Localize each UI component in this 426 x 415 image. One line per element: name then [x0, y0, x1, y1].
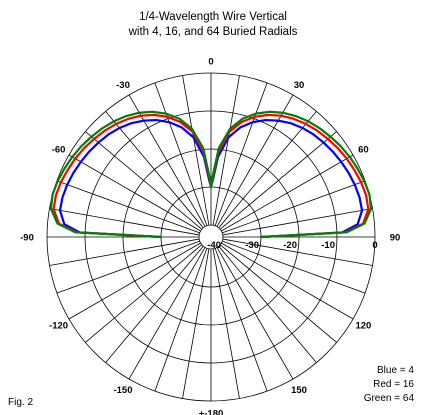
grid-spoke-210	[128, 247, 206, 380]
angle-label-m60: -60	[52, 145, 66, 156]
angle-label-120: 120	[355, 321, 371, 332]
grid-spoke-70	[222, 180, 366, 234]
radial-label-2: -20	[283, 240, 297, 251]
grid-spoke-30	[216, 94, 294, 227]
angle-label-m150: -150	[113, 385, 132, 396]
radial-label-4: -40	[207, 240, 221, 251]
grid-spoke-280	[49, 208, 200, 236]
grid-spoke-340	[154, 82, 208, 226]
grid-spoke-110	[222, 240, 366, 294]
grid-spoke-330	[128, 94, 206, 227]
angle-label-m120: -120	[49, 321, 68, 332]
grid-spoke-80	[222, 208, 373, 236]
grid-spoke-170	[212, 248, 240, 399]
grid-spoke-10	[212, 75, 240, 226]
grid-spoke-240	[68, 242, 201, 320]
grid-spoke-190	[182, 248, 210, 399]
grid-spoke-120	[221, 242, 354, 320]
radial-label-1: -10	[321, 240, 335, 251]
figure-label: Fig. 2	[8, 397, 33, 408]
legend-entry-blue: Blue = 4	[377, 365, 414, 376]
series-group	[49, 110, 373, 239]
angle-label-60: 60	[358, 145, 369, 156]
grid-spoke-140	[218, 245, 317, 363]
legend-entry-green: Green = 64	[364, 393, 415, 404]
series-1-lobe-left	[52, 113, 213, 239]
grid-spoke-50	[219, 131, 337, 230]
grid-spoke-150	[216, 247, 294, 380]
grid-spoke-60	[221, 154, 354, 232]
series-2-lobe-left	[49, 110, 213, 239]
grid-spoke-310	[85, 131, 203, 230]
grid-spoke-20	[214, 82, 268, 226]
grid-spoke-160	[214, 248, 268, 392]
grid-spoke-230	[85, 244, 203, 343]
series-1-lobe-right	[209, 113, 370, 239]
angle-label-90: 90	[390, 233, 401, 244]
angle-labels: 0 30 60 90 120 150 +-180 -150 -120 -90 -60 -30	[20, 57, 400, 415]
radial-label-3: -30	[245, 240, 259, 251]
radial-label-0: 0	[372, 240, 377, 251]
grid-spoke-40	[218, 111, 317, 229]
polar-grid	[46, 72, 376, 402]
legend-entry-red: Red = 16	[373, 379, 414, 390]
series-0-lobe-right	[209, 118, 364, 239]
angle-label-m90: -90	[20, 233, 34, 244]
chart-title-line-1: 1/4-Wavelength Wire Vertical	[139, 11, 287, 23]
series-2-lobe-right	[209, 110, 373, 239]
grid-spoke-300	[68, 154, 201, 232]
series-0-lobe-left	[58, 118, 213, 239]
grid-spoke-250	[56, 240, 200, 294]
grid-spoke-350	[182, 75, 210, 226]
grid-spoke-220	[105, 245, 204, 363]
chart-title-line-2: with 4, 16, and 64 Buried Radials	[128, 26, 298, 38]
radial-labels: 0 -10 -20 -30 -40	[207, 240, 377, 251]
grid-spoke-100	[222, 238, 373, 266]
grid-spoke-260	[49, 238, 200, 266]
grid-spoke-290	[56, 180, 200, 234]
angle-label-0: 0	[208, 57, 213, 68]
angle-label-180: +-180	[199, 409, 224, 415]
grid-spoke-200	[154, 248, 208, 392]
angle-label-150: 150	[291, 385, 307, 396]
angle-label-m30: -30	[116, 80, 130, 91]
grid-spoke-130	[219, 244, 337, 343]
angle-label-30: 30	[294, 80, 305, 91]
grid-spoke-320	[105, 111, 204, 229]
